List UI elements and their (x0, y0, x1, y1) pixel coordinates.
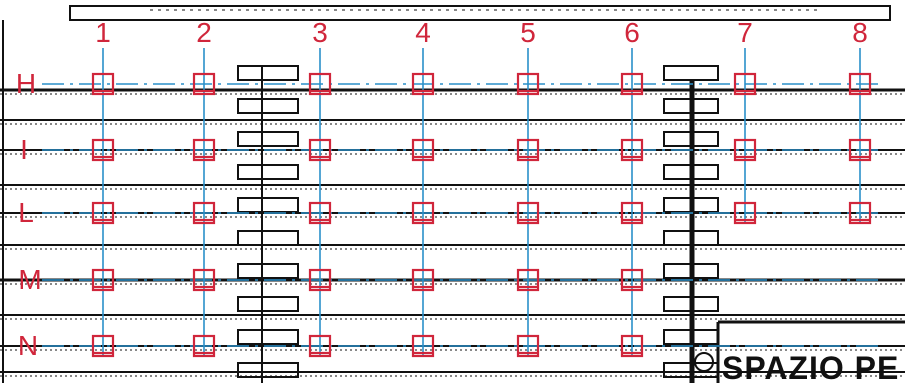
square-node-icon (308, 138, 332, 162)
square-node-icon (620, 138, 644, 162)
square-node-icon (848, 72, 872, 96)
column-label-2: 2 (196, 17, 212, 48)
column-label-6: 6 (624, 17, 640, 48)
square-node-icon (516, 138, 540, 162)
room-note-text: SPAZIO PE (722, 350, 900, 386)
square-node-icon (308, 268, 332, 292)
square-node-icon (411, 334, 435, 358)
stair-step-1 (237, 230, 299, 246)
stair-step-1 (237, 329, 299, 345)
square-node-icon (516, 334, 540, 358)
square-node-icon (192, 334, 216, 358)
stair-step-1 (237, 197, 299, 213)
row-label-l: L (18, 197, 34, 228)
square-node-icon (848, 201, 872, 225)
square-node-icon (192, 138, 216, 162)
row-label-n: N (17, 330, 39, 361)
square-node-icon (91, 268, 115, 292)
square-node-icon (308, 201, 332, 225)
square-node-icon (620, 201, 644, 225)
column-label-7: 7 (737, 17, 753, 48)
square-node-icon (516, 72, 540, 96)
stair-step-1 (237, 164, 299, 180)
square-node-icon (620, 334, 644, 358)
square-node-icon (733, 201, 757, 225)
square-node-icon (192, 72, 216, 96)
title-block-frame (69, 5, 891, 21)
column-label-5: 5 (520, 17, 536, 48)
square-node-icon (91, 72, 115, 96)
column-label-8: 8 (852, 17, 868, 48)
square-node-icon (192, 201, 216, 225)
stair-step-1 (237, 65, 299, 81)
row-label-m: M (18, 264, 42, 295)
fixture-symbol (694, 352, 714, 372)
square-node-icon (620, 72, 644, 96)
square-node-icon (91, 334, 115, 358)
square-node-icon (620, 268, 644, 292)
square-node-icon (411, 201, 435, 225)
square-node-icon (848, 138, 872, 162)
stair-step-1 (237, 296, 299, 312)
row-label-h: H (15, 68, 37, 99)
column-label-3: 3 (312, 17, 328, 48)
stair-step-1 (237, 98, 299, 114)
square-node-icon (516, 201, 540, 225)
stair-step-1 (237, 362, 299, 378)
square-node-icon (411, 268, 435, 292)
square-node-icon (308, 72, 332, 96)
stair-step-1 (237, 131, 299, 147)
square-node-icon (91, 201, 115, 225)
square-node-icon (411, 138, 435, 162)
square-node-icon (516, 268, 540, 292)
square-node-icon (192, 268, 216, 292)
square-node-icon (733, 72, 757, 96)
square-node-icon (308, 334, 332, 358)
stair-step-1 (237, 263, 299, 279)
square-node-icon (91, 138, 115, 162)
square-node-icon (733, 138, 757, 162)
stair-step-2 (663, 65, 719, 81)
square-node-icon (411, 72, 435, 96)
row-label-i: I (20, 134, 28, 165)
column-label-4: 4 (415, 17, 431, 48)
column-label-1: 1 (95, 17, 111, 48)
